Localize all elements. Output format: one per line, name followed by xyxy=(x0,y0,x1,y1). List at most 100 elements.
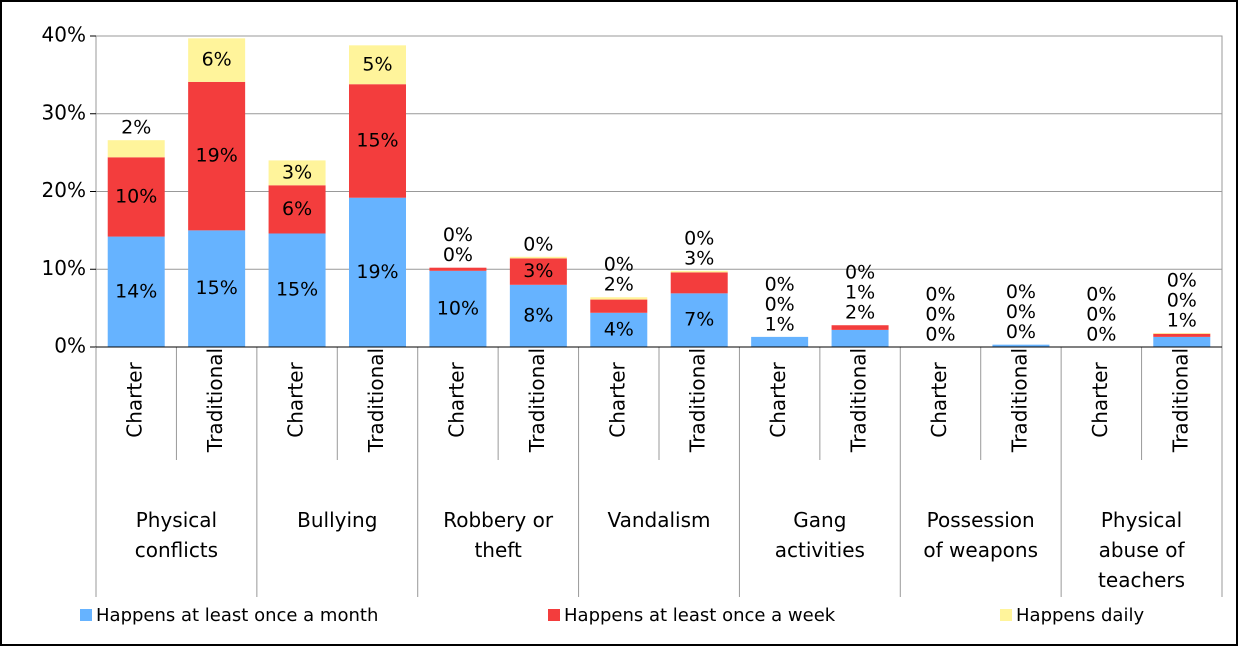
x-tick-label: Charter xyxy=(284,361,308,437)
x-tick-label: Charter xyxy=(766,361,790,437)
group-label: Vandalism xyxy=(607,508,711,532)
data-label: 0% xyxy=(765,273,795,295)
data-label: 0% xyxy=(925,304,955,326)
legend-swatch xyxy=(1000,609,1012,621)
bar-segment xyxy=(992,344,1050,347)
data-label: 4% xyxy=(604,318,634,340)
bar-segment xyxy=(268,160,326,186)
bar-segment xyxy=(590,297,648,300)
x-tick-label: Traditional xyxy=(847,348,871,453)
bar-segment xyxy=(268,233,326,347)
data-label: 0% xyxy=(1086,324,1116,346)
x-tick-label: Traditional xyxy=(1168,348,1192,453)
data-label: 0% xyxy=(925,324,955,346)
bar-segment xyxy=(1153,333,1211,334)
legend-label: Happens at least once a week xyxy=(564,605,836,626)
bar-segment xyxy=(349,197,406,347)
data-label: 2% xyxy=(845,302,875,324)
data-label: 3% xyxy=(684,247,714,269)
data-label: 0% xyxy=(925,284,955,306)
x-tick-label: Traditional xyxy=(525,348,549,453)
data-label: 0% xyxy=(765,293,795,315)
group-label: Gang activities xyxy=(774,508,865,562)
bar-segment xyxy=(831,329,889,347)
x-tick-label: Traditional xyxy=(1007,348,1031,453)
data-label: 6% xyxy=(282,198,312,220)
group-label-box: Physical abuse of teachers xyxy=(1098,508,1186,592)
data-label: 10% xyxy=(115,185,157,207)
bar-segment xyxy=(590,299,648,313)
data-label: 19% xyxy=(356,261,398,283)
data-label: 0% xyxy=(1006,281,1036,303)
bar-segment xyxy=(509,284,567,347)
data-label: 7% xyxy=(684,309,714,331)
bar-segment xyxy=(349,84,406,198)
data-label: 1% xyxy=(1167,310,1197,332)
data-label: 0% xyxy=(1006,321,1036,343)
data-label: 19% xyxy=(196,145,238,167)
bar-segment xyxy=(107,236,165,347)
group-label: Possession of weapons xyxy=(923,508,1038,562)
bar-segment xyxy=(751,336,809,347)
bar-segment xyxy=(670,272,728,294)
data-label: 15% xyxy=(276,279,318,301)
data-label: 14% xyxy=(115,280,157,302)
data-label: 15% xyxy=(196,277,238,299)
bar-segment xyxy=(107,157,165,237)
group-label-box: Vandalism xyxy=(607,508,711,532)
x-tick-label: Charter xyxy=(605,361,629,437)
group-label-box: Possession of weapons xyxy=(923,508,1038,562)
bar-segment xyxy=(188,81,246,231)
data-label: 0% xyxy=(443,224,473,246)
group-label: Robbery or theft xyxy=(443,508,554,562)
data-label: 1% xyxy=(845,282,875,304)
data-label: 8% xyxy=(523,304,553,326)
legend-swatch xyxy=(80,609,92,621)
legend-label: Happens daily xyxy=(1016,605,1144,626)
x-tick-label: Charter xyxy=(927,361,951,437)
data-label: 0% xyxy=(1167,290,1197,312)
bar-segment xyxy=(429,270,487,347)
data-label: 0% xyxy=(1086,304,1116,326)
group-label: Bullying xyxy=(297,508,378,532)
y-tick-label: 10% xyxy=(42,256,86,280)
data-label: 10% xyxy=(437,297,479,319)
data-label: 3% xyxy=(282,161,312,183)
bar-segment xyxy=(107,140,165,158)
y-tick-label: 40% xyxy=(42,23,86,47)
bar-segment xyxy=(1153,336,1211,347)
data-label: 5% xyxy=(362,53,392,75)
group-label-box: Gang activities xyxy=(774,508,865,562)
x-tick-label: Charter xyxy=(123,361,147,437)
bar-segment xyxy=(268,185,326,234)
legend-swatch xyxy=(548,609,560,621)
data-label: 0% xyxy=(684,227,714,249)
group-label: Physical abuse of teachers xyxy=(1098,508,1186,592)
data-label: 2% xyxy=(604,274,634,296)
legend-label: Happens at least once a month xyxy=(96,605,378,626)
group-label: Physical conflicts xyxy=(134,508,219,562)
bar-segment xyxy=(831,325,889,330)
bar-segment xyxy=(349,45,406,85)
group-label-box: Physical conflicts xyxy=(134,508,219,562)
group-label-box: Bullying xyxy=(297,508,378,532)
bar-segment xyxy=(509,256,567,259)
x-tick-label: Traditional xyxy=(686,348,710,453)
data-label: 15% xyxy=(356,129,398,151)
data-label: 2% xyxy=(121,117,151,139)
data-label: 0% xyxy=(845,262,875,284)
data-label: 1% xyxy=(765,313,795,335)
bar-segment xyxy=(188,230,246,347)
data-label: 0% xyxy=(604,254,634,276)
data-label: 0% xyxy=(1167,270,1197,292)
bar-segment xyxy=(590,312,648,347)
bar-segment xyxy=(188,38,246,82)
data-label: 3% xyxy=(523,260,553,282)
bar-segment xyxy=(670,293,728,347)
bar-segment xyxy=(429,267,487,271)
data-label: 0% xyxy=(1086,284,1116,306)
group-label-box: Robbery or theft xyxy=(443,508,554,562)
data-label: 0% xyxy=(1006,301,1036,323)
x-tick-label: Traditional xyxy=(203,348,227,453)
